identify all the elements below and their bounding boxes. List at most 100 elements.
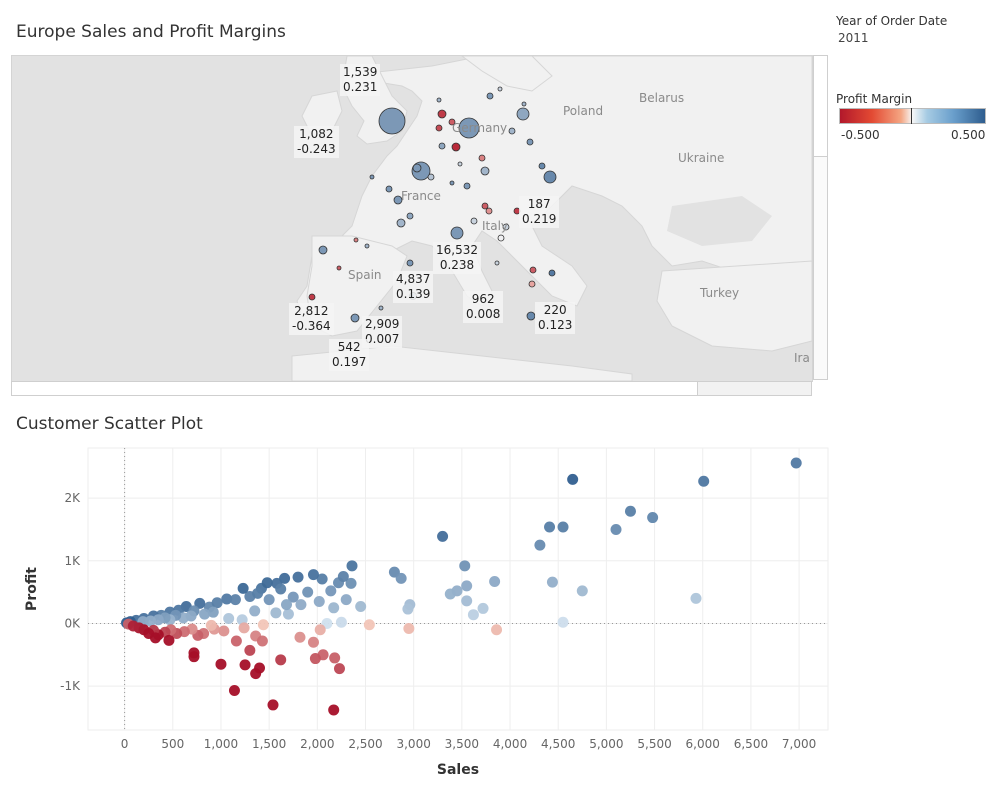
map-bubble[interactable] (450, 226, 464, 240)
scatter-point[interactable] (239, 659, 251, 671)
scatter-point[interactable] (355, 601, 367, 613)
scatter-point[interactable] (459, 560, 471, 572)
scatter-point[interactable] (263, 594, 275, 606)
scatter-point[interactable] (444, 588, 456, 600)
map-bubble[interactable] (438, 142, 446, 150)
map-bubble[interactable] (385, 185, 393, 193)
scatter-point[interactable] (254, 662, 266, 674)
map-bubble[interactable] (378, 305, 384, 311)
scatter-point[interactable] (244, 644, 256, 656)
scatter-point[interactable] (363, 619, 375, 631)
scatter-point[interactable] (249, 605, 261, 617)
scatter-point[interactable] (215, 658, 227, 670)
map-bubble[interactable] (529, 266, 537, 274)
scatter-point[interactable] (313, 596, 325, 608)
scatter-point[interactable] (275, 583, 287, 595)
map-bubble[interactable] (497, 234, 505, 242)
scatter-point[interactable] (328, 704, 340, 716)
scatter-point[interactable] (544, 521, 556, 533)
scatter-point[interactable] (307, 569, 319, 581)
map-bubble[interactable] (528, 280, 536, 288)
scatter-point[interactable] (395, 572, 407, 584)
scatter-point[interactable] (316, 573, 328, 585)
scatter-point[interactable] (491, 624, 503, 636)
scatter-point[interactable] (477, 602, 489, 614)
map-horizontal-scroll-thumb[interactable] (12, 382, 698, 395)
map-bubble[interactable] (436, 97, 442, 103)
map-bubble[interactable] (458, 117, 480, 139)
scatter-point[interactable] (647, 512, 659, 524)
scatter-point[interactable] (261, 577, 273, 589)
map-bubble[interactable] (437, 109, 447, 119)
scatter-point[interactable] (211, 597, 223, 609)
scatter-point[interactable] (325, 585, 337, 597)
map-bubble[interactable] (526, 138, 534, 146)
scatter-point[interactable] (256, 635, 268, 647)
scatter-point[interactable] (294, 631, 306, 643)
scatter-point[interactable] (228, 685, 240, 697)
map-bubble[interactable] (543, 170, 557, 184)
scatter-point[interactable] (267, 699, 279, 711)
scatter-point[interactable] (309, 653, 321, 665)
map-bubble[interactable] (521, 101, 527, 107)
map-bubble[interactable] (406, 259, 414, 267)
scatter-point[interactable] (295, 599, 307, 611)
scatter-point[interactable] (337, 570, 349, 582)
scatter-point[interactable] (698, 475, 710, 487)
scatter-point[interactable] (229, 594, 241, 606)
europe-map[interactable] (12, 56, 812, 381)
map-bubble[interactable] (435, 124, 443, 132)
scatter-point[interactable] (188, 647, 200, 659)
scatter-point[interactable] (280, 599, 292, 611)
scatter-point[interactable] (335, 616, 347, 628)
map-bubble[interactable] (494, 260, 500, 266)
map-bubble[interactable] (508, 127, 516, 135)
scatter-point[interactable] (314, 624, 326, 636)
map-vertical-scroll-thumb[interactable] (814, 56, 827, 157)
scatter-point[interactable] (790, 457, 802, 469)
map-bubble[interactable] (406, 212, 414, 220)
scatter-point[interactable] (557, 616, 569, 628)
scatter-point[interactable] (307, 636, 319, 648)
map-bubble[interactable] (448, 118, 456, 126)
scatter-point[interactable] (567, 473, 579, 485)
map-bubble[interactable] (308, 293, 316, 301)
scatter-point[interactable] (205, 619, 217, 631)
map-bubble[interactable] (485, 207, 493, 215)
map-bubble[interactable] (412, 163, 422, 173)
scatter-point[interactable] (534, 539, 546, 551)
map-bubble[interactable] (336, 265, 342, 271)
scatter-point[interactable] (328, 602, 340, 614)
map-view[interactable]: Poland Belarus Ukraine Germany France It… (11, 55, 813, 382)
scatter-point[interactable] (127, 620, 139, 632)
map-bubble[interactable] (449, 180, 455, 186)
scatter-point[interactable] (624, 505, 636, 517)
scatter-point[interactable] (302, 586, 314, 598)
map-bubble[interactable] (478, 154, 486, 162)
scatter-point[interactable] (287, 591, 299, 603)
scatter-point[interactable] (557, 521, 569, 533)
scatter-point[interactable] (690, 592, 702, 604)
map-bubble[interactable] (457, 161, 463, 167)
map-bubble[interactable] (497, 86, 503, 92)
map-bubble[interactable] (364, 243, 370, 249)
scatter-point[interactable] (461, 595, 473, 607)
map-bubble[interactable] (378, 107, 406, 135)
scatter-point[interactable] (437, 530, 449, 542)
scatter-point[interactable] (346, 560, 358, 572)
map-bubble[interactable] (538, 162, 546, 170)
scatter-point[interactable] (461, 580, 473, 592)
scatter-point[interactable] (207, 606, 219, 618)
scatter-point[interactable] (270, 607, 282, 619)
map-bubble[interactable] (393, 195, 403, 205)
map-bubble[interactable] (463, 182, 471, 190)
map-bubble[interactable] (369, 174, 375, 180)
map-bubble[interactable] (481, 202, 489, 210)
scatter-point[interactable] (292, 571, 304, 583)
map-bubble[interactable] (396, 218, 406, 228)
scatter-point[interactable] (223, 612, 235, 624)
scatter-point[interactable] (218, 625, 230, 637)
scatter-point[interactable] (333, 663, 345, 675)
map-vertical-scrollbar[interactable] (813, 55, 828, 380)
scatter-point[interactable] (340, 594, 352, 606)
